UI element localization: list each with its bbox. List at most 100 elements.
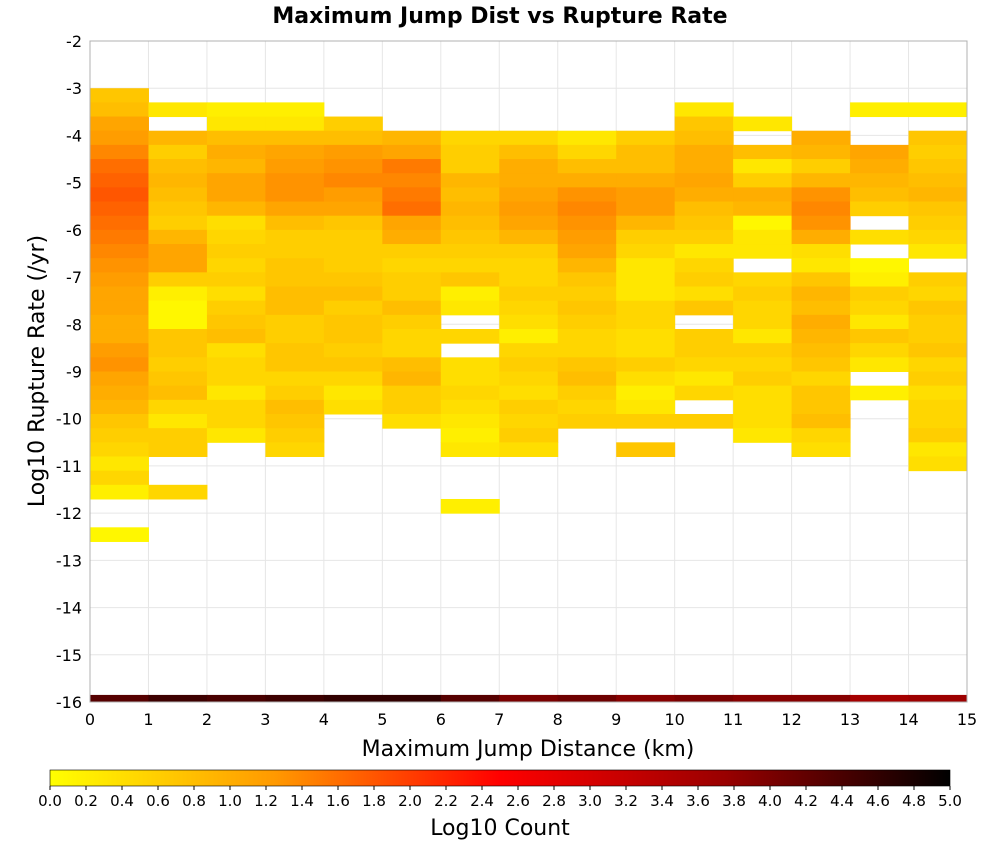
- chart-title: Maximum Jump Dist vs Rupture Rate: [272, 4, 727, 29]
- heatmap-cell: [206, 272, 266, 288]
- heatmap-cell: [90, 314, 149, 330]
- y-tick-label: -10: [56, 410, 82, 429]
- heatmap-cell: [265, 371, 325, 387]
- colorbar-tick-label: 4.8: [902, 792, 926, 810]
- y-tick-labels: -2 -3 -4 -5 -6 -7 -8 -9 -10 -11 -12 -13 -14 -15 -16: [56, 32, 82, 712]
- heatmap-cell: [733, 286, 793, 302]
- heatmap-cell: [616, 329, 676, 344]
- heatmap-cell: [674, 357, 734, 372]
- heatmap-cell: [440, 371, 500, 387]
- heatmap-cell: [616, 314, 676, 330]
- heatmap-cell: [323, 385, 383, 401]
- heatmap-cell: [791, 371, 851, 387]
- y-tick-label: -3: [66, 79, 82, 98]
- heatmap-cell: [90, 371, 149, 387]
- heatmap-cell: [908, 159, 968, 174]
- heatmap-cell: [323, 371, 383, 387]
- heatmap-cell: [733, 399, 793, 415]
- heatmap-cell: [90, 229, 149, 245]
- heatmap-cell: [616, 173, 676, 188]
- heatmap-cell: [791, 244, 851, 259]
- heatmap-cell-bottom: [791, 694, 851, 702]
- heatmap-cell: [616, 201, 676, 217]
- heatmap-cell: [557, 357, 617, 372]
- heatmap-cell: [206, 329, 266, 344]
- heatmap-cell: [323, 116, 383, 132]
- heatmap-cell: [733, 385, 793, 401]
- colorbar-tick-label: 0.2: [74, 792, 98, 810]
- heatmap-cell: [616, 357, 676, 372]
- heatmap-cell: [791, 413, 851, 429]
- x-tick-label: 7: [494, 710, 504, 729]
- heatmap-cell: [90, 258, 149, 273]
- heatmap-cell: [90, 357, 149, 372]
- heatmap-cell: [557, 300, 617, 316]
- heatmap-cell: [440, 428, 500, 443]
- heatmap-cell: [499, 144, 559, 160]
- heatmap-cell-bottom: [440, 694, 500, 702]
- heatmap-cell: [557, 201, 617, 217]
- heatmap-cell: [674, 329, 734, 344]
- heatmap-cell: [265, 399, 325, 415]
- heatmap-cell: [557, 385, 617, 401]
- heatmap-cell: [499, 201, 559, 217]
- heatmap-cell: [733, 272, 793, 288]
- heatmap-cell: [557, 173, 617, 188]
- heatmap-cell-bottom: [382, 694, 442, 702]
- heatmap-cell: [557, 215, 617, 231]
- heatmap-cell: [499, 229, 559, 245]
- heatmap-cell: [90, 173, 149, 188]
- colorbar-tick-label: 4.6: [866, 792, 890, 810]
- heatmap-cell: [733, 371, 793, 387]
- heatmap-cell: [674, 116, 734, 132]
- heatmap-cell: [850, 314, 910, 330]
- heatmap-cell: [908, 201, 968, 217]
- heatmap-cell-bottom: [148, 694, 208, 702]
- heatmap-cell: [382, 130, 442, 146]
- heatmap-cell: [733, 413, 793, 429]
- heatmap-cell: [265, 173, 325, 188]
- heatmap-cell: [265, 215, 325, 231]
- heatmap-cell: [616, 272, 676, 288]
- heatmap-cell: [90, 159, 149, 174]
- heatmap-cell: [850, 201, 910, 217]
- heatmap-cell: [674, 371, 734, 387]
- heatmap-cell: [148, 484, 208, 500]
- y-tick-label: -15: [56, 646, 82, 665]
- heatmap-cell: [265, 244, 325, 259]
- heatmap-cell: [850, 300, 910, 316]
- heatmap-cell: [791, 329, 851, 344]
- heatmap-cell: [382, 286, 442, 302]
- heatmap-cell: [850, 159, 910, 174]
- heatmap-cell: [850, 272, 910, 288]
- heatmap-cell: [557, 371, 617, 387]
- heatmap-cell: [90, 527, 149, 542]
- heatmap-cell: [733, 229, 793, 245]
- colorbar-tick-label: 0.6: [146, 792, 170, 810]
- heatmap-cell: [90, 88, 149, 103]
- heatmap-cell: [791, 343, 851, 358]
- heatmap-cell: [90, 116, 149, 132]
- heatmap-cell: [382, 385, 442, 401]
- heatmap-cell: [440, 385, 500, 401]
- x-tick-label: 13: [840, 710, 860, 729]
- plot-frame: [89, 40, 968, 703]
- heatmap-cell: [557, 272, 617, 288]
- heatmap-cell: [674, 201, 734, 217]
- heatmap-cell: [733, 201, 793, 217]
- heatmap-cell: [90, 329, 149, 344]
- colorbar-tick-label: 2.0: [398, 792, 422, 810]
- heatmap-cell: [499, 442, 559, 457]
- heatmap-cell: [440, 329, 500, 344]
- heatmap-cell: [616, 244, 676, 259]
- y-tick-label: -14: [56, 599, 82, 618]
- heatmap-cell: [148, 371, 208, 387]
- heatmap-cell: [148, 229, 208, 245]
- colorbar-tick-label: 1.2: [254, 792, 278, 810]
- heatmap-cell: [90, 343, 149, 358]
- heatmap-cell: [791, 399, 851, 415]
- heatmap-cell: [206, 300, 266, 316]
- heatmap-cell: [90, 201, 149, 217]
- heatmap-cell: [499, 357, 559, 372]
- heatmap-cell: [616, 258, 676, 273]
